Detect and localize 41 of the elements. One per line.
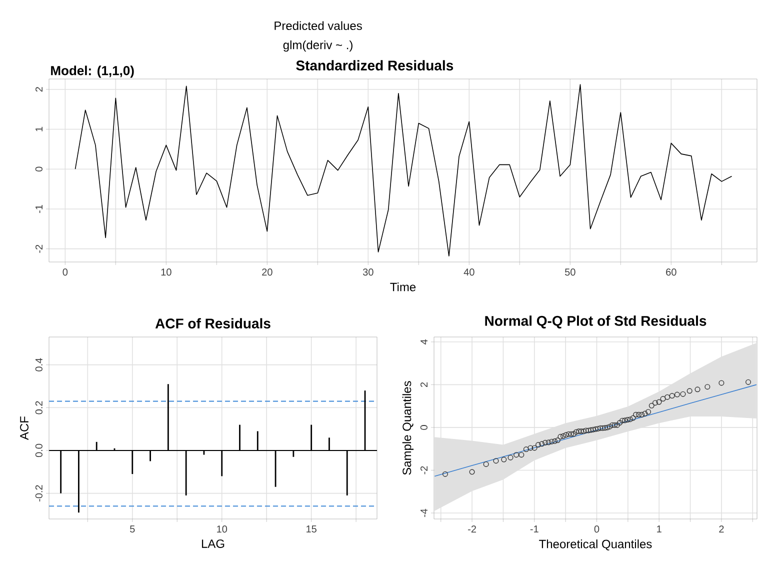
x-tick-label: 0 [594,526,600,533]
y-tick-label: 0.4 [35,358,42,372]
x-tick-label: 1 [657,526,662,532]
chart-title: Normal Q-Q Plot of Std Residuals [485,316,706,328]
x-tick-label: -2 [468,526,476,532]
y-tick-label: 4 [420,339,428,344]
y-axis-title: ACF [20,416,29,440]
x-tick-label: 2 [719,526,724,532]
chart-subtitle: Model: (1,1,0) [51,66,134,78]
y-tick-label: 0 [420,425,428,430]
x-axis-title: Theoretical Quantiles [539,539,652,550]
y-tick-label: -0.2 [35,485,42,502]
x-tick-label: 15 [306,526,316,532]
x-tick-label: -1 [530,526,538,532]
x-tick-label: 30 [362,268,374,276]
x-tick-label: 10 [161,268,172,276]
y-axis-title: Sample Quantiles [402,381,414,475]
y-tick-label: 0 [35,166,42,172]
chart-title: ACF of Residuals [155,318,270,328]
y-tick-label: -4 [420,508,428,518]
x-tick-label: 10 [217,526,228,533]
text: glm(deriv ~ .) [283,40,352,52]
line-series [74,84,732,256]
y-tick-label: -1 [36,205,42,213]
x-tick-label: 60 [666,268,676,276]
y-tick-label: 0.2 [35,401,42,414]
x-axis-title: Time [390,282,416,292]
y-tick-label: -2 [420,466,428,474]
y-tick-label: 2 [420,382,428,387]
x-tick-label: 20 [262,268,272,276]
y-tick-label: -2 [35,244,42,253]
x-tick-label: 5 [130,526,135,532]
x-tick-label: 0 [62,268,68,276]
chart-title: Standardized Residuals [296,60,454,70]
y-tick-label: 0.0 [35,444,42,458]
x-tick-label: 50 [564,268,576,276]
y-tick-label: 1 [36,126,42,132]
text: Predicted values [274,21,362,30]
x-axis-title: LAG [202,539,224,548]
x-tick-label: 40 [464,268,474,276]
y-tick-label: 2 [35,87,42,92]
